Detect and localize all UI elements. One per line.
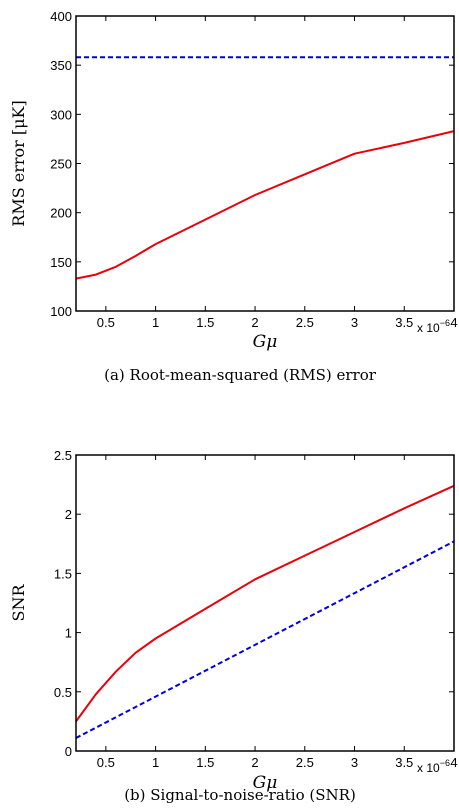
chart-1-xtick-label: 3 (351, 755, 358, 770)
chart-1-x-exponent: x 10−6 (417, 758, 450, 775)
panel-a: 0.5 1 1.5 2 2.5 3 3.5 4 100 150 200 250 300 350 400 x 1… (9, 9, 458, 384)
chart-1-ytick-label: 2.5 (54, 448, 72, 463)
chart-0-ytick-label: 300 (50, 107, 72, 122)
chart-0-ytick-label: 150 (50, 255, 72, 270)
chart-1-ytick-label: 2 (65, 507, 72, 522)
chart-1-xtick-label: 2 (251, 755, 258, 770)
chart-0-ytick-label: 350 (50, 58, 72, 73)
chart-0-caption: (a) Root-mean-squared (RMS) error (104, 366, 377, 384)
chart-0-xtick-label: 0.5 (97, 315, 115, 330)
chart-0-xtick-label: 3.5 (395, 315, 413, 330)
chart-0-xtick-label: 3 (351, 315, 358, 330)
chart-0-series-solid-line (75, 130, 455, 280)
chart-0-axes-frame (75, 15, 455, 312)
chart-1-ylabel: SNR (9, 584, 28, 622)
chart-1-xtick-label: 0.5 (97, 755, 115, 770)
chart-0-xtick-label: 2 (251, 315, 258, 330)
chart-0-xlabel: Gμ (253, 332, 278, 352)
chart-1-ytick-label: 0 (65, 744, 72, 759)
chart-1-ytick-label: 1 (65, 626, 72, 641)
chart-1-series-solid-line (75, 484, 455, 722)
chart-1-axes-frame (75, 454, 455, 752)
chart-0-ytick-label: 100 (50, 304, 72, 319)
chart-1-xtick-label: 1 (152, 755, 159, 770)
panel-b: 0.5 1 1.5 2 2.5 3 3.5 4 0 0.5 1 1.5 2 2.5 x 10−6 Gμ SNR (… (9, 448, 458, 804)
chart-1-xtick-label: 3.5 (395, 755, 413, 770)
chart-1-caption: (b) Signal-to-noise-ratio (SNR) (124, 786, 356, 804)
chart-1-xtick-label: 4 (450, 755, 457, 770)
chart-0-xtick-label: 1 (152, 315, 159, 330)
chart-0-ytick-label: 400 (50, 9, 72, 24)
chart-0-xtick-label: 4 (450, 315, 457, 330)
chart-1-ytick-label: 0.5 (54, 685, 72, 700)
chart-1-xlabel: Gμ (253, 773, 278, 793)
chart-0-xtick-label: 2.5 (296, 315, 314, 330)
chart-0-xtick-label: 1.5 (196, 315, 214, 330)
chart-0-x-exponent: x 10−6 (417, 318, 450, 335)
chart-1-xtick-label: 2.5 (296, 755, 314, 770)
chart-1-xtick-label: 1.5 (196, 755, 214, 770)
chart-0-ytick-label: 200 (50, 206, 72, 221)
chart-0-ytick-label: 250 (50, 157, 72, 172)
chart-0-ylabel: RMS error [μK] (9, 100, 28, 226)
chart-1-ytick-label: 1.5 (54, 566, 72, 581)
chart-1-series-dashed-line (75, 540, 455, 739)
